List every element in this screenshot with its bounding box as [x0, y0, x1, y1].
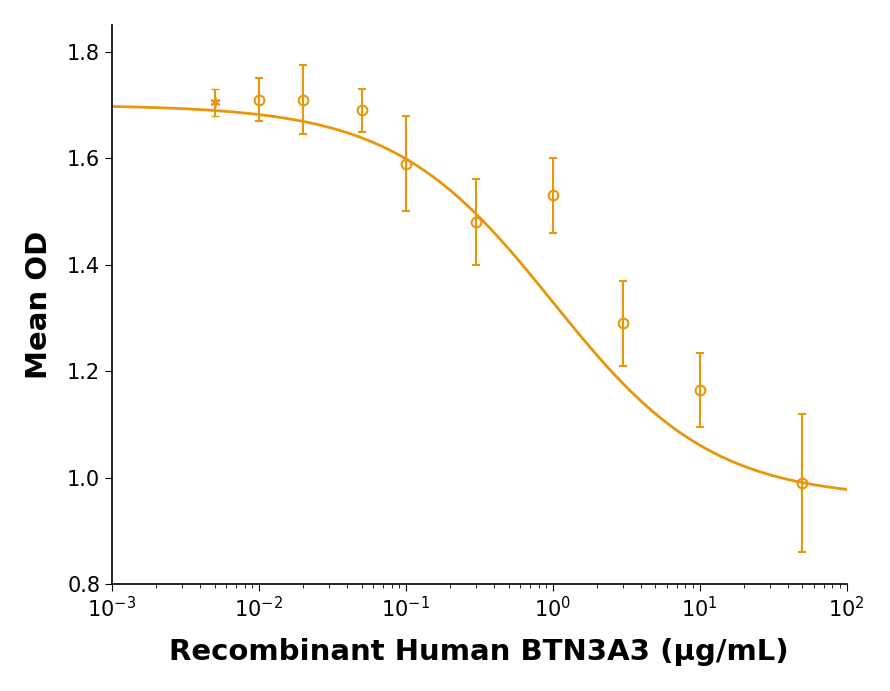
Y-axis label: Mean OD: Mean OD	[25, 231, 53, 379]
X-axis label: Recombinant Human BTN3A3 (μg/mL): Recombinant Human BTN3A3 (μg/mL)	[169, 638, 789, 666]
